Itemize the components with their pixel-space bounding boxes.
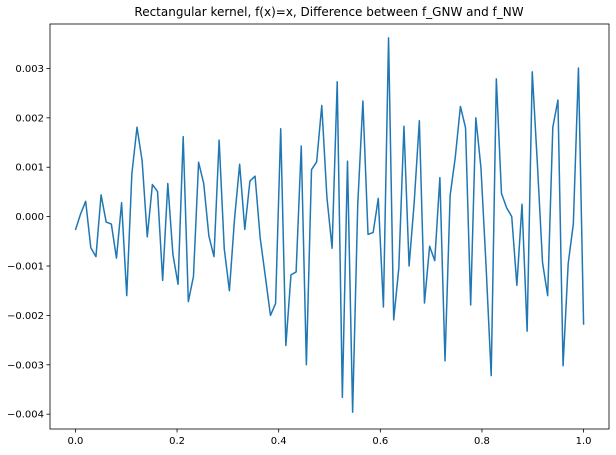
y-tick-label: 0.001: [15, 163, 44, 174]
chart-title: Rectangular kernel, f(x)=x, Difference b…: [134, 5, 523, 19]
x-axis: 0.0 0.2 0.4 0.6 0.8 1.0: [67, 429, 592, 447]
axes-frame: [49, 23, 610, 430]
y-tick-label: −0.001: [7, 262, 44, 273]
x-tick-label: 1.0: [576, 436, 592, 447]
y-tick-label: −0.002: [7, 311, 44, 322]
x-tick-label: 0.6: [372, 436, 388, 447]
plot-area: [49, 23, 610, 430]
series-line-0: [74, 37, 585, 413]
y-tick-label: 0.000: [15, 212, 44, 223]
x-tick-label: 0.2: [169, 436, 185, 447]
y-tick-label: −0.003: [7, 360, 44, 371]
x-tick-label: 0.0: [67, 436, 83, 447]
y-tick-label: −0.004: [7, 410, 44, 421]
y-tick-label: 0.002: [15, 113, 44, 124]
x-tick-label: 0.8: [474, 436, 490, 447]
y-tick-label: 0.003: [15, 64, 44, 75]
x-tick-label: 0.4: [271, 436, 287, 447]
y-axis: −0.004 −0.003 −0.002 −0.001 0.000 0.001 0.002 0…: [7, 64, 50, 421]
